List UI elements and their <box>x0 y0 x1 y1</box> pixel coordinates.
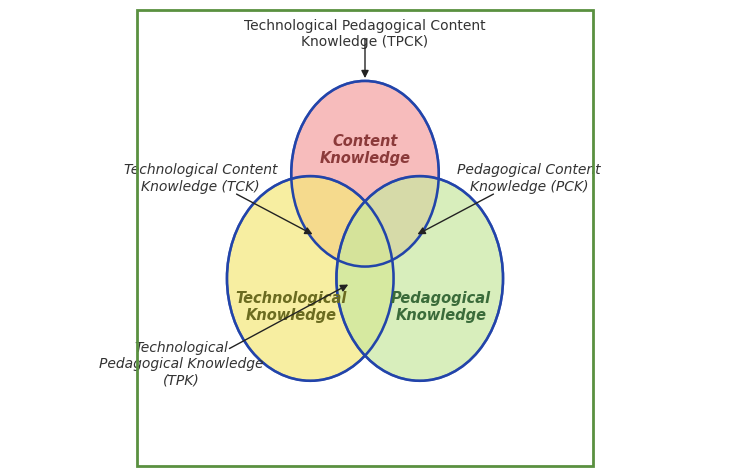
Text: Technological Pedagogical Content
Knowledge (TPCK): Technological Pedagogical Content Knowle… <box>245 19 485 49</box>
Text: Technological
Pedagogical Knowledge
(TPK): Technological Pedagogical Knowledge (TPK… <box>99 341 264 387</box>
Ellipse shape <box>291 81 439 267</box>
Text: Technological Content
Knowledge (TCK): Technological Content Knowledge (TCK) <box>124 163 277 194</box>
Text: Content
Knowledge: Content Knowledge <box>320 134 410 166</box>
Ellipse shape <box>227 176 393 381</box>
Text: Pedagogical
Knowledge: Pedagogical Knowledge <box>391 291 491 323</box>
Ellipse shape <box>337 176 503 381</box>
Text: Pedagogical Content
Knowledge (PCK): Pedagogical Content Knowledge (PCK) <box>458 163 601 194</box>
Text: Technological
Knowledge: Technological Knowledge <box>236 291 347 323</box>
